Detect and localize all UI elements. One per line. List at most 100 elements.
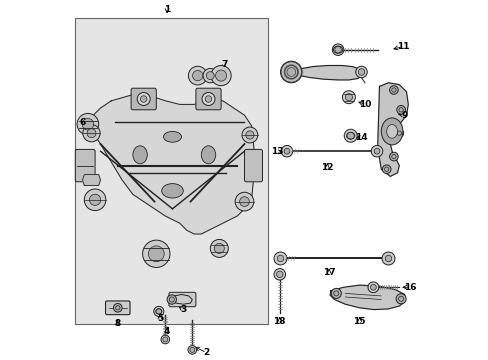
Ellipse shape [156,309,162,314]
Text: 9: 9 [401,111,407,120]
Ellipse shape [202,93,215,105]
Ellipse shape [396,105,405,114]
Ellipse shape [346,132,354,139]
Ellipse shape [187,346,196,354]
Ellipse shape [205,96,211,102]
Ellipse shape [82,125,100,142]
Ellipse shape [273,269,285,280]
Text: 13: 13 [270,148,283,156]
Text: 8: 8 [114,319,121,328]
Text: 7: 7 [221,60,227,69]
Text: 14: 14 [354,133,367,142]
Text: 5: 5 [157,314,163,323]
Ellipse shape [280,61,302,83]
Ellipse shape [169,297,174,302]
Text: 17: 17 [322,269,335,277]
Ellipse shape [188,66,206,85]
Ellipse shape [386,125,397,138]
Text: 12: 12 [321,163,333,172]
Ellipse shape [277,255,283,262]
Ellipse shape [77,113,99,135]
Ellipse shape [355,66,366,78]
Ellipse shape [370,145,382,157]
Ellipse shape [201,146,215,164]
Ellipse shape [133,146,147,164]
Ellipse shape [87,129,96,138]
Ellipse shape [161,335,169,344]
Ellipse shape [163,131,181,142]
Ellipse shape [367,282,378,293]
Ellipse shape [395,294,406,304]
Polygon shape [168,294,192,304]
FancyBboxPatch shape [105,301,130,315]
Ellipse shape [330,288,341,298]
Ellipse shape [373,148,379,154]
Ellipse shape [276,271,283,278]
Ellipse shape [389,152,397,161]
Ellipse shape [333,291,338,296]
Ellipse shape [396,131,401,135]
Ellipse shape [214,243,224,253]
Ellipse shape [115,306,120,310]
Ellipse shape [284,148,289,154]
Ellipse shape [82,118,94,130]
Ellipse shape [358,69,364,75]
Ellipse shape [281,145,292,157]
Ellipse shape [394,129,403,138]
Ellipse shape [163,337,167,342]
Ellipse shape [381,252,394,265]
FancyBboxPatch shape [75,149,95,182]
FancyBboxPatch shape [131,88,156,110]
Ellipse shape [385,255,391,262]
Ellipse shape [333,46,342,53]
Text: 18: 18 [273,317,285,325]
Text: 4: 4 [163,327,170,336]
Polygon shape [329,285,404,310]
Ellipse shape [342,91,355,104]
Ellipse shape [239,197,249,207]
Ellipse shape [142,240,170,267]
Polygon shape [377,83,407,176]
Ellipse shape [242,127,257,143]
Polygon shape [287,66,363,80]
Text: 1: 1 [163,4,170,13]
Ellipse shape [381,118,402,145]
FancyBboxPatch shape [75,18,267,324]
Ellipse shape [391,154,395,159]
FancyBboxPatch shape [244,149,262,182]
Ellipse shape [192,71,203,81]
Ellipse shape [167,295,176,304]
Ellipse shape [391,88,395,92]
Ellipse shape [189,347,194,352]
Ellipse shape [384,167,388,171]
Ellipse shape [84,189,106,211]
Ellipse shape [332,44,343,55]
Ellipse shape [140,96,146,102]
Ellipse shape [211,66,231,86]
Ellipse shape [382,165,390,174]
Ellipse shape [153,306,163,316]
Text: 10: 10 [358,100,370,109]
Ellipse shape [245,131,253,139]
Ellipse shape [389,86,397,94]
Text: 2: 2 [203,348,209,357]
Ellipse shape [370,284,375,290]
Ellipse shape [210,239,228,257]
FancyBboxPatch shape [168,292,196,307]
Ellipse shape [206,72,214,80]
Ellipse shape [334,46,341,53]
Polygon shape [89,94,255,234]
Text: 6: 6 [79,118,85,127]
Ellipse shape [137,93,150,105]
Ellipse shape [344,129,356,142]
FancyBboxPatch shape [196,88,221,110]
Ellipse shape [215,70,226,81]
Text: 3: 3 [180,305,186,314]
Ellipse shape [113,303,122,312]
Ellipse shape [235,192,253,211]
Ellipse shape [162,184,183,198]
Text: 15: 15 [353,317,365,325]
Polygon shape [82,175,101,185]
Text: 16: 16 [403,283,415,292]
Ellipse shape [273,252,286,265]
